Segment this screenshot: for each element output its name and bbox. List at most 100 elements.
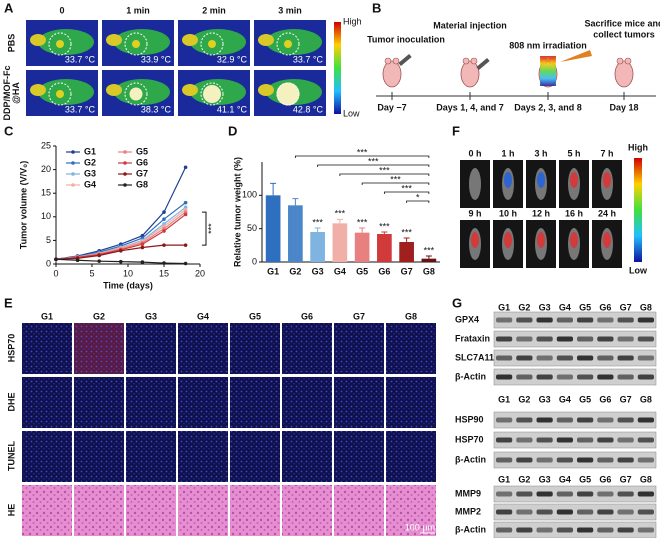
- mouse-ear: [470, 57, 478, 65]
- micrograph-texture: [74, 431, 124, 482]
- scale-bar: 100 μm: [405, 522, 435, 532]
- blot-band: [516, 527, 533, 533]
- protein-label: HSP70: [455, 434, 484, 444]
- y-tick-label: 25: [41, 140, 51, 150]
- lane-label: G1: [498, 474, 510, 484]
- series-point: [162, 229, 166, 233]
- panel-label: F: [452, 123, 460, 138]
- column-label: 1 min: [126, 5, 150, 15]
- lane-label: G8: [640, 474, 652, 484]
- error-bar: [359, 227, 366, 233]
- micrograph-texture: [386, 485, 436, 536]
- blot-band: [637, 355, 654, 361]
- lane-label: G2: [518, 394, 530, 404]
- comparison-label: ***: [379, 165, 390, 175]
- step-day: Day 18: [609, 102, 638, 112]
- blot-band: [556, 336, 573, 342]
- panel-label: C: [4, 123, 14, 138]
- colorbar-high: High: [628, 142, 648, 152]
- micrograph-texture: [230, 431, 280, 482]
- series-point: [183, 165, 188, 170]
- y-axis-label: Tumor volume (V/V₀): [18, 161, 28, 249]
- blot-band: [637, 491, 654, 497]
- annotation: ***: [206, 223, 216, 234]
- protein-label: β-Actin: [455, 524, 486, 534]
- blot-band: [516, 317, 533, 323]
- lane-label: G3: [539, 474, 551, 484]
- mouse-ear: [624, 57, 632, 65]
- x-tick-label: G1: [267, 266, 279, 276]
- y-tick-label: 15: [41, 188, 51, 198]
- micrograph-texture: [282, 431, 332, 482]
- time-label: 12 h: [532, 208, 550, 218]
- blot-band: [536, 457, 553, 463]
- step-day: Days 2, 3, and 8: [514, 102, 582, 112]
- legend-marker: [123, 150, 127, 154]
- protein-label: GPX4: [455, 314, 479, 324]
- blot-band: [556, 374, 573, 380]
- micrograph-texture: [386, 323, 436, 374]
- legend-label: G4: [84, 179, 96, 189]
- lane-label: G2: [518, 474, 530, 484]
- blot-band: [556, 509, 573, 515]
- fluorescence: [504, 172, 512, 188]
- mouse-ear: [384, 57, 392, 65]
- tumor-outline: [48, 82, 72, 106]
- lane-label: G6: [599, 302, 611, 312]
- mouse-head: [30, 34, 46, 46]
- legend-label: G7: [136, 168, 148, 178]
- legend-marker: [71, 150, 75, 154]
- blot-band: [496, 491, 513, 497]
- legend-label: G5: [136, 146, 148, 156]
- x-tick-label: G8: [423, 266, 435, 276]
- blot-band: [577, 417, 594, 423]
- time-label: 9 h: [468, 208, 481, 218]
- micrograph-texture: [386, 377, 436, 428]
- blot-strip: [493, 503, 657, 521]
- comparison-label: ***: [357, 147, 368, 157]
- blot-strip: [493, 521, 657, 538]
- legend-marker: [71, 183, 75, 187]
- bar: [421, 258, 437, 262]
- micrograph-texture: [126, 485, 176, 536]
- blot-band: [516, 417, 533, 423]
- tumor-outline: [276, 32, 300, 56]
- blot-band: [637, 317, 654, 323]
- row-label: PBS: [6, 34, 16, 53]
- lane-label: G7: [620, 474, 632, 484]
- lane-label: G5: [579, 302, 591, 312]
- panel-label: B: [372, 0, 381, 15]
- micrograph-texture: [230, 323, 280, 374]
- series-point: [140, 242, 145, 246]
- row-label: DHE: [6, 392, 16, 411]
- blot-band: [536, 336, 553, 342]
- legend-label: G3: [84, 168, 96, 178]
- tumor-outline: [124, 82, 148, 106]
- significance: ***: [424, 245, 435, 255]
- y-tick-label: 50: [247, 223, 257, 233]
- blot-band: [577, 509, 594, 515]
- time-label: 7 h: [600, 148, 613, 158]
- panel-label: E: [4, 295, 13, 310]
- blot-strip: [493, 330, 657, 348]
- micrograph-texture: [178, 431, 228, 482]
- tumor-outline: [200, 32, 224, 56]
- protein-label: HSP90: [455, 414, 484, 424]
- blot-band: [536, 317, 553, 323]
- mouse-body: [266, 29, 322, 55]
- bar: [288, 205, 303, 262]
- bar: [332, 223, 348, 262]
- temperature: 33.7 °C: [293, 54, 324, 64]
- x-tick-label: 5: [89, 268, 94, 278]
- lane-label: G5: [579, 394, 591, 404]
- y-tick-label: 0: [46, 258, 51, 268]
- micrograph-texture: [74, 377, 124, 428]
- comparison-bracket: [339, 173, 430, 176]
- syringe: [476, 57, 490, 71]
- blot-band: [617, 317, 634, 323]
- blot-band: [617, 355, 634, 361]
- colorbar-low: Low: [343, 108, 360, 118]
- blot-band: [577, 491, 594, 497]
- blot-band: [536, 509, 553, 515]
- mouse-head: [182, 84, 198, 96]
